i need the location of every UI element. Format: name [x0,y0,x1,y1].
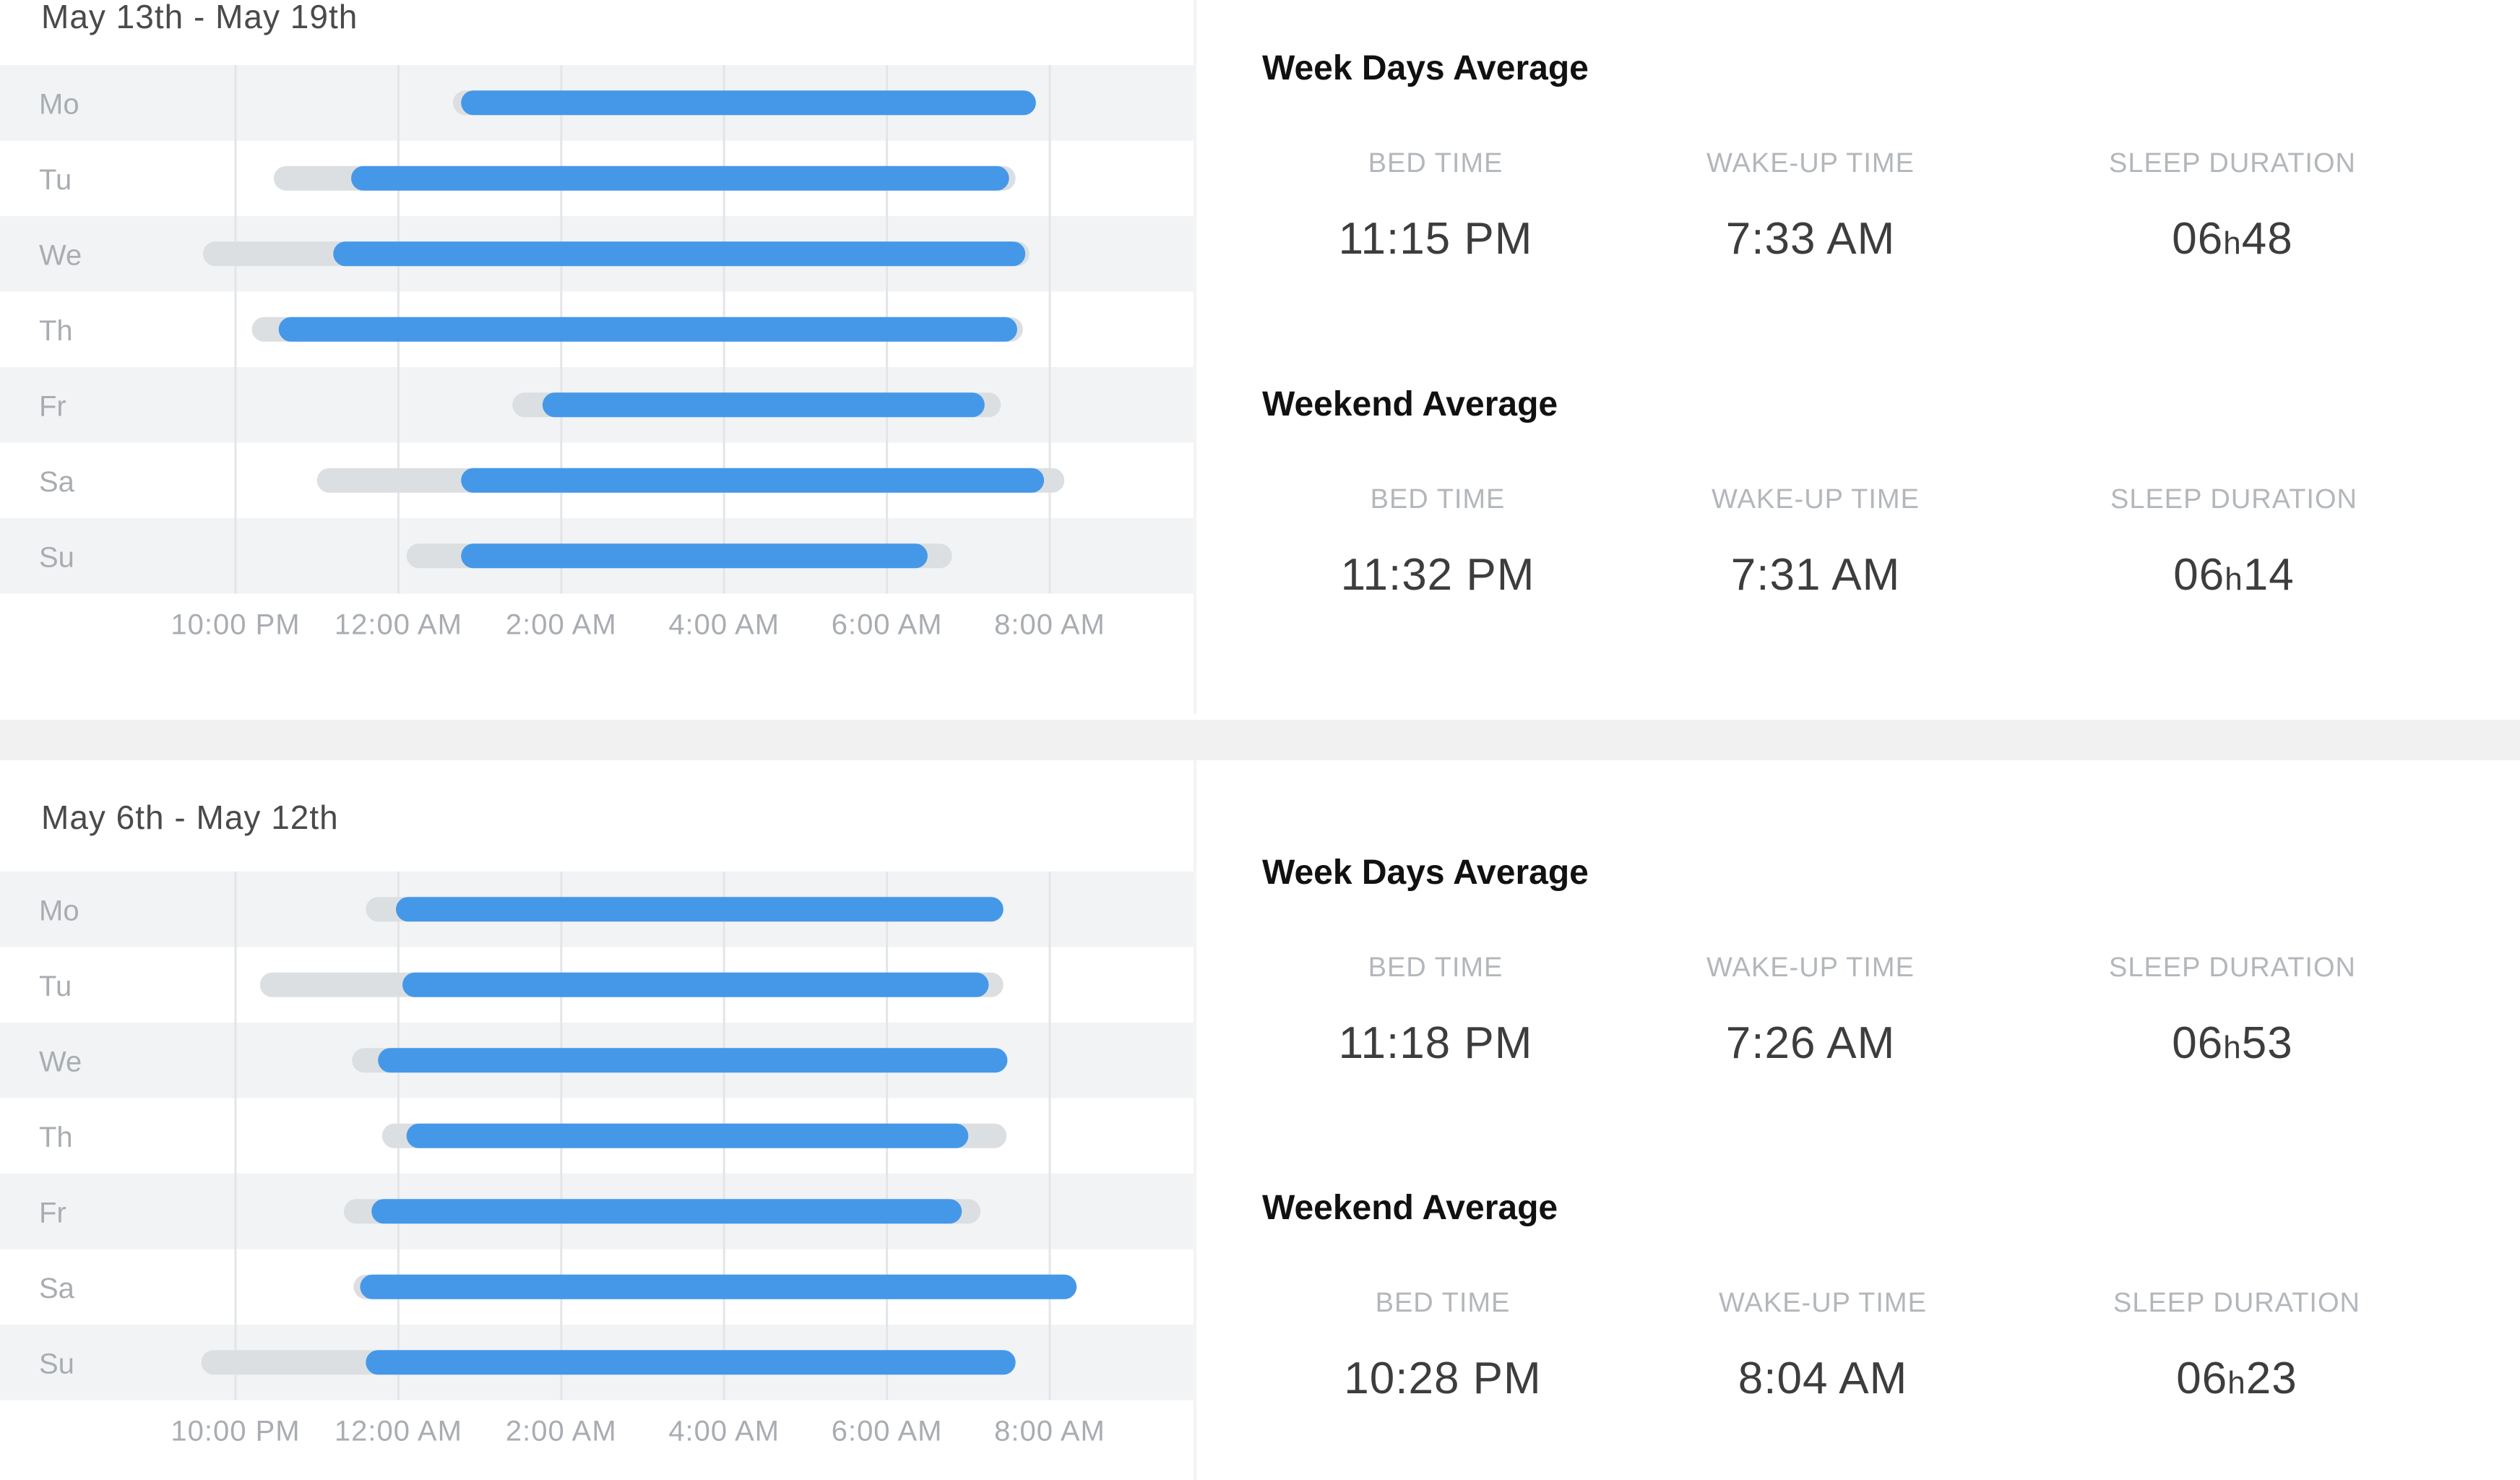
day-label: Tu [39,164,72,196]
sleep-range-chart: Mo Tu We Th Fr Sa Su 10:00 PM 12:00 AM 2:00 AM 4:0… [0,872,1194,1447]
x-tick-label: 6:00 AM [832,1416,943,1447]
x-tick-label: 2:00 AM [506,1416,617,1447]
duration-hours: 06 [2173,550,2225,600]
day-label: We [39,239,82,271]
day-label: Tu [39,971,72,1002]
day-label: Mo [39,88,79,120]
divider [1194,760,1196,1480]
bed-time-label: BED TIME [1368,952,1503,983]
asleep-bar [406,1123,969,1148]
wake-up-time-label: WAKE-UP TIME [1712,484,1920,515]
duration-hours: 06 [2172,214,2224,264]
weekday-average-title: Week Days Average [1262,49,1589,87]
asleep-bar [461,90,1036,116]
bed-time-label: BED TIME [1370,484,1506,515]
wake-up-time-value: 7:31 AM [1730,550,1901,600]
x-tick-label: 6:00 AM [832,609,943,641]
asleep-bar [333,241,1026,267]
asleep-bar [378,1048,1008,1073]
x-tick-label: 8:00 AM [994,1416,1105,1447]
x-tick-label: 8:00 AM [994,609,1105,641]
duration-minutes: 14 [2243,550,2295,600]
weekend-average-title: Weekend Average [1262,1189,1558,1227]
divider [1194,0,1196,714]
asleep-bar [402,972,989,997]
week-panel: May 13th - May 19th Mo Tu We Th Fr Sa Su 10:00 … [0,0,2520,714]
day-label: Fr [39,1197,66,1229]
sleep-duration-label: SLEEP DURATION [2113,1288,2360,1318]
duration-hour-unit: h [2223,1030,2242,1065]
wake-up-time-value: 7:26 AM [1725,1018,1896,1068]
wake-up-time-label: WAKE-UP TIME [1706,952,1915,983]
asleep-bar [351,165,1009,191]
sleep-duration-value: 06h48 [2052,213,2413,264]
asleep-bar [360,1274,1077,1299]
day-label: Th [39,315,73,347]
duration-minutes: 23 [2245,1354,2297,1403]
week-range-title: May 13th - May 19th [41,0,358,35]
x-tick-label: 4:00 AM [668,1416,780,1447]
sleep-duration-label: SLEEP DURATION [2108,148,2356,178]
sleep-duration-label: SLEEP DURATION [2110,484,2357,515]
duration-minutes: 48 [2241,214,2293,264]
bed-time-label: BED TIME [1368,148,1503,178]
duration-hours: 06 [2176,1354,2228,1403]
bed-time-value: 11:32 PM [1340,550,1535,600]
day-label: Sa [39,466,75,498]
duration-hours: 06 [2172,1018,2224,1068]
weekday-average-title: Week Days Average [1262,853,1589,892]
bed-time-value: 11:18 PM [1338,1018,1533,1068]
week-range-title: May 6th - May 12th [41,799,339,836]
x-tick-label: 12:00 AM [335,609,462,641]
wake-up-time-value: 8:04 AM [1738,1354,1908,1403]
bed-time-label: BED TIME [1375,1288,1511,1318]
bed-time-value: 11:15 PM [1338,214,1533,264]
sleep-duration-label: SLEEP DURATION [2108,952,2356,983]
section-separator [0,720,2520,760]
day-label: Su [39,1348,74,1380]
duration-hour-unit: h [2225,562,2243,597]
x-tick-label: 10:00 PM [171,1416,300,1447]
x-tick-label: 2:00 AM [506,609,617,641]
day-label: Fr [39,390,66,422]
asleep-bar [461,468,1045,493]
day-label: Su [39,541,74,573]
asleep-bar [396,897,1004,922]
weekend-average-title: Weekend Average [1262,385,1558,423]
asleep-bar [461,543,928,569]
week-chart-panel: May 6th - May 12th Mo Tu We Th Fr Sa Su 10:00 P… [0,760,1194,1480]
day-label: We [39,1046,82,1077]
wake-up-time-label: WAKE-UP TIME [1719,1288,1927,1318]
wake-up-time-value: 7:33 AM [1725,214,1896,264]
x-tick-label: 10:00 PM [171,609,300,641]
asleep-bar [366,1350,1016,1375]
asleep-bar [278,317,1017,342]
duration-minutes: 53 [2241,1018,2293,1068]
duration-hour-unit: h [2223,225,2242,261]
sleep-range-chart: Mo Tu We Th Fr Sa Su 10:00 PM 12:00 AM 2:00 AM 4:0… [0,65,1194,641]
sleep-duration-value: 06h53 [2052,1018,2413,1069]
sleep-duration-value: 06h23 [2056,1353,2417,1404]
day-label: Mo [39,895,79,926]
wake-up-time-label: WAKE-UP TIME [1706,148,1915,178]
week-panel: May 6th - May 12th Mo Tu We Th Fr Sa Su 10:00 P… [0,760,2520,1480]
x-tick-label: 12:00 AM [335,1416,462,1447]
day-label: Sa [39,1273,75,1304]
day-label: Th [39,1122,73,1153]
sleep-duration-value: 06h14 [2053,549,2415,601]
week-chart-panel: May 13th - May 19th Mo Tu We Th Fr Sa Su 10:00 … [0,0,1194,714]
asleep-bar [542,392,985,418]
duration-hour-unit: h [2227,1365,2246,1401]
asleep-bar [371,1199,962,1224]
bed-time-value: 10:28 PM [1344,1354,1542,1403]
x-tick-label: 4:00 AM [668,609,780,641]
